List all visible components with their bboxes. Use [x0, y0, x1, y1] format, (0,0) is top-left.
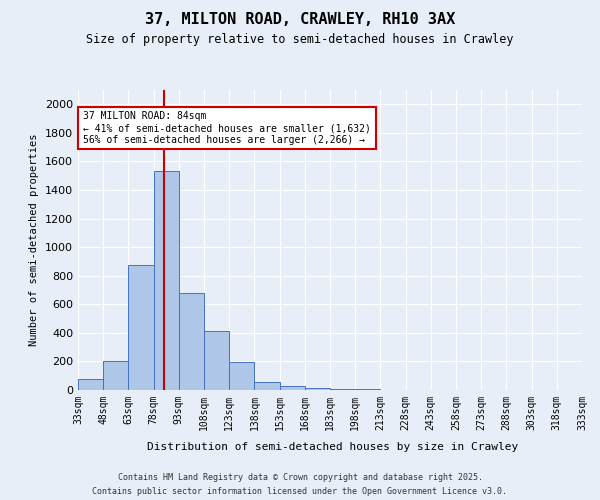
- Bar: [330, 388, 355, 390]
- Bar: [254, 382, 280, 390]
- Bar: [229, 362, 254, 390]
- Bar: [128, 265, 154, 390]
- Bar: [179, 293, 204, 390]
- Bar: [78, 380, 103, 390]
- Bar: [204, 330, 229, 390]
- Bar: [154, 172, 179, 390]
- Y-axis label: Number of semi-detached properties: Number of semi-detached properties: [29, 134, 40, 346]
- Text: Contains public sector information licensed under the Open Government Licence v3: Contains public sector information licen…: [92, 488, 508, 496]
- Text: 37 MILTON ROAD: 84sqm
← 41% of semi-detached houses are smaller (1,632)
56% of s: 37 MILTON ROAD: 84sqm ← 41% of semi-deta…: [83, 112, 371, 144]
- Bar: [280, 386, 305, 390]
- Bar: [103, 362, 128, 390]
- Text: Size of property relative to semi-detached houses in Crawley: Size of property relative to semi-detach…: [86, 32, 514, 46]
- Text: Distribution of semi-detached houses by size in Crawley: Distribution of semi-detached houses by …: [148, 442, 518, 452]
- Text: 37, MILTON ROAD, CRAWLEY, RH10 3AX: 37, MILTON ROAD, CRAWLEY, RH10 3AX: [145, 12, 455, 28]
- Text: Contains HM Land Registry data © Crown copyright and database right 2025.: Contains HM Land Registry data © Crown c…: [118, 472, 482, 482]
- Bar: [305, 388, 330, 390]
